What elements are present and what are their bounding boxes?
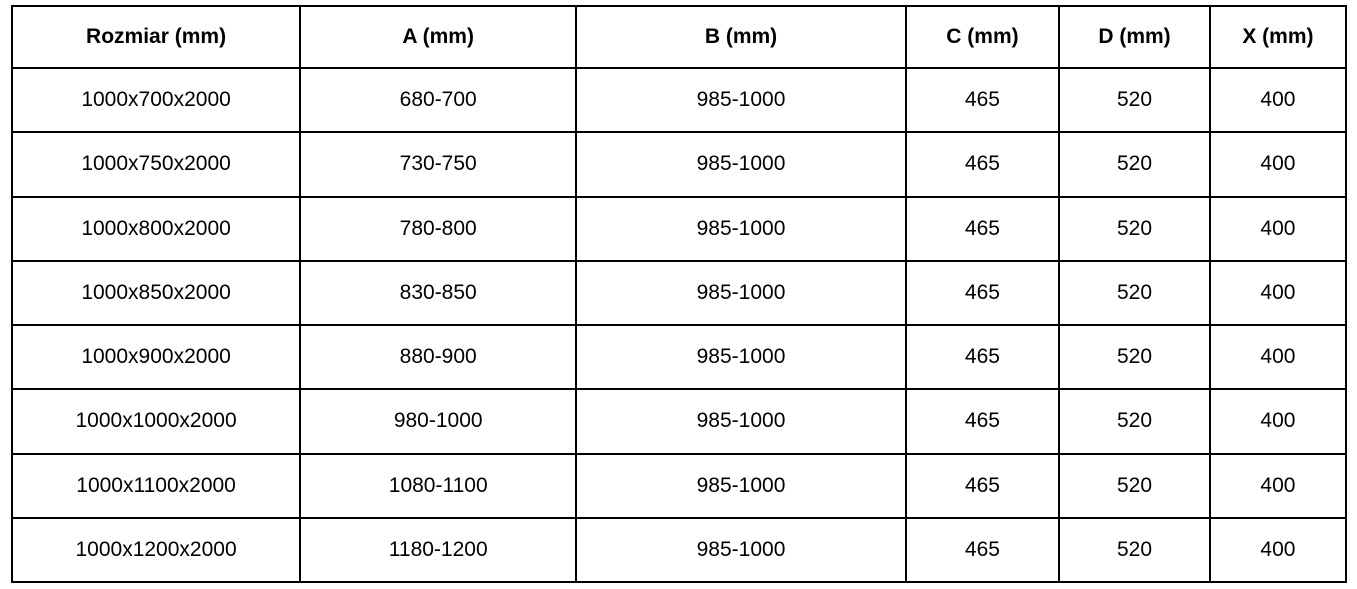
table-cell: 400 — [1208, 323, 1348, 391]
column-header: D (mm) — [1058, 5, 1211, 69]
table-cell: 520 — [1058, 516, 1211, 584]
column-header: X (mm) — [1208, 5, 1348, 69]
table-row: 1000x800x2000 780-800 985-1000 465 520 400 — [10, 195, 1348, 262]
table-cell: 985-1000 — [575, 388, 907, 455]
table-row: 1000x850x2000 830-850 985-1000 465 520 400 — [10, 259, 1348, 327]
table-body: 1000x700x2000 680-700 985-1000 465 520 400 10… — [10, 66, 1348, 584]
table-cell: 985-1000 — [575, 131, 907, 198]
table-cell: 465 — [904, 516, 1061, 584]
table-cell: 1180-1200 — [299, 516, 578, 584]
column-header: A (mm) — [299, 5, 578, 69]
table-row: 1000x1000x2000 980-1000 985-1000 465 520 400 — [10, 388, 1348, 455]
table-cell: 400 — [1208, 388, 1348, 455]
table-row: 1000x1200x2000 1180-1200 985-1000 465 520 400 — [10, 516, 1348, 584]
table-cell: 985-1000 — [575, 66, 907, 134]
table-row: 1000x900x2000 880-900 985-1000 465 520 400 — [10, 323, 1348, 391]
table-cell: 520 — [1058, 66, 1211, 134]
table-cell: 1000x850x2000 — [10, 259, 302, 327]
table-cell: 520 — [1058, 131, 1211, 198]
table-cell: 465 — [904, 452, 1061, 519]
table-cell: 985-1000 — [575, 516, 907, 584]
column-header: C (mm) — [904, 5, 1061, 69]
table-cell: 465 — [904, 66, 1061, 134]
table-cell: 1000x1100x2000 — [10, 452, 302, 519]
table-cell: 465 — [904, 388, 1061, 455]
table-cell: 985-1000 — [575, 259, 907, 327]
column-header: B (mm) — [575, 5, 907, 69]
table-cell: 520 — [1058, 452, 1211, 519]
header-row: Rozmiar (mm) A (mm) B (mm) C (mm) D (mm)… — [10, 5, 1348, 69]
table-row: 1000x750x2000 730-750 985-1000 465 520 400 — [10, 131, 1348, 198]
table-cell: 465 — [904, 195, 1061, 262]
table-cell: 400 — [1208, 131, 1348, 198]
table-cell: 1000x800x2000 — [10, 195, 302, 262]
table-row: 1000x1100x2000 1080-1100 985-1000 465 520 400 — [10, 452, 1348, 519]
table-cell: 520 — [1058, 323, 1211, 391]
table-cell: 985-1000 — [575, 323, 907, 391]
table-cell: 730-750 — [299, 131, 578, 198]
table-cell: 1000x700x2000 — [10, 66, 302, 134]
table-cell: 1000x900x2000 — [10, 323, 302, 391]
table-cell: 1080-1100 — [299, 452, 578, 519]
table-cell: 520 — [1058, 388, 1211, 455]
table-cell: 465 — [904, 131, 1061, 198]
table-cell: 680-700 — [299, 66, 578, 134]
table-header-row: Rozmiar (mm) A (mm) B (mm) C (mm) D (mm)… — [10, 5, 1348, 69]
table-cell: 780-800 — [299, 195, 578, 262]
table-cell: 400 — [1208, 452, 1348, 519]
table-cell: 400 — [1208, 259, 1348, 327]
table-cell: 400 — [1208, 516, 1348, 584]
table-cell: 520 — [1058, 195, 1211, 262]
table-cell: 880-900 — [299, 323, 578, 391]
table-cell: 465 — [904, 259, 1061, 327]
table-cell: 400 — [1208, 66, 1348, 134]
table-cell: 980-1000 — [299, 388, 578, 455]
table-row: 1000x700x2000 680-700 985-1000 465 520 400 — [10, 66, 1348, 134]
table-cell: 1000x750x2000 — [10, 131, 302, 198]
dimensions-table: Rozmiar (mm) A (mm) B (mm) C (mm) D (mm)… — [10, 5, 1348, 584]
table-cell: 1000x1200x2000 — [10, 516, 302, 584]
table-cell: 400 — [1208, 195, 1348, 262]
table-cell: 830-850 — [299, 259, 578, 327]
table-cell: 1000x1000x2000 — [10, 388, 302, 455]
table-cell: 465 — [904, 323, 1061, 391]
column-header: Rozmiar (mm) — [10, 5, 302, 69]
table-cell: 985-1000 — [575, 195, 907, 262]
table-cell: 985-1000 — [575, 452, 907, 519]
table-cell: 520 — [1058, 259, 1211, 327]
